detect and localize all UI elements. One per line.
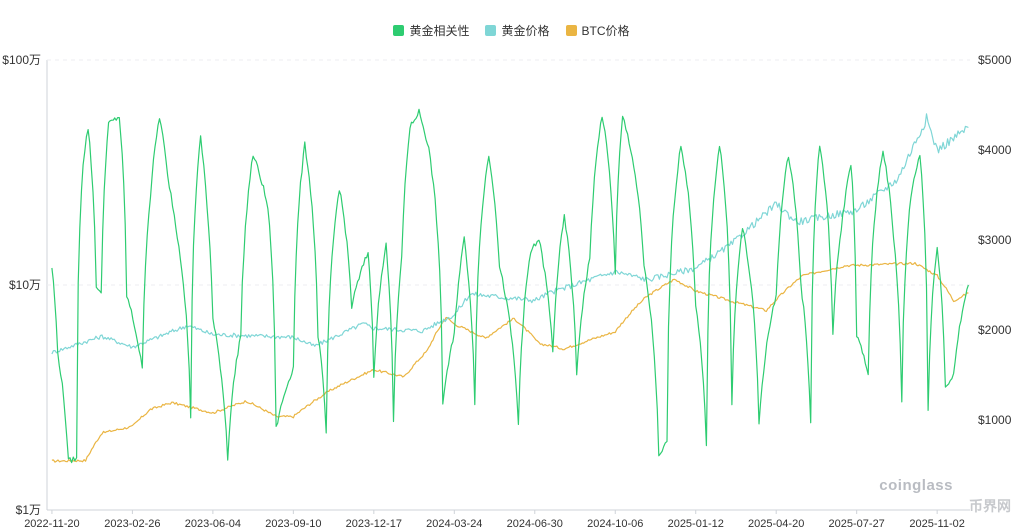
y-right-tick-label: $3000 [978, 233, 1012, 247]
gold-price-series-line [51, 113, 969, 355]
legend-label-btc-price: BTC价格 [581, 24, 630, 38]
y-left-tick-label: $100万 [2, 53, 41, 67]
x-tick-label: 2025-11-02 [909, 518, 964, 530]
y-left-tick-label: $10万 [9, 278, 41, 292]
legend-label-correlation: 黄金相关性 [409, 24, 470, 38]
chart-legend: 黄金相关性 黄金价格 BTC价格 [0, 22, 1023, 39]
x-tick-label: 2023-12-17 [346, 518, 402, 530]
x-tick-label: 2023-06-04 [185, 518, 241, 530]
x-tick-label: 2024-06-30 [507, 518, 563, 530]
legend-swatch-gold-price [485, 25, 497, 36]
y-right-tick-label: $2000 [978, 323, 1012, 337]
btc-price-series-line [51, 261, 969, 463]
x-tick-label: 2022-11-20 [24, 518, 79, 530]
x-tick-label: 2023-09-10 [265, 518, 321, 530]
coinglass-watermark: coinglass [879, 477, 953, 494]
x-tick-label: 2024-10-06 [587, 518, 643, 530]
y-right-tick-label: $4000 [978, 143, 1012, 157]
legend-item-btc-price[interactable]: BTC价格 [565, 22, 630, 39]
y-right-tick-label: $5000 [978, 53, 1012, 67]
legend-swatch-correlation [393, 25, 405, 36]
legend-swatch-btc-price [565, 25, 577, 36]
legend-item-gold-price[interactable]: 黄金价格 [485, 22, 550, 39]
x-tick-label: 2025-01-12 [668, 518, 724, 530]
y-left-tick-label: $1万 [16, 503, 41, 517]
site-watermark: 币界网 [969, 498, 1011, 514]
y-right-tick-label: $1000 [978, 413, 1012, 427]
correlation-series-line [51, 108, 969, 464]
legend-label-gold-price: 黄金价格 [501, 24, 550, 38]
legend-item-correlation[interactable]: 黄金相关性 [393, 22, 469, 39]
x-tick-label: 2025-04-20 [748, 518, 804, 530]
x-tick-label: 2025-07-27 [829, 518, 885, 530]
x-tick-label: 2024-03-24 [426, 518, 482, 530]
x-tick-label: 2023-02-26 [104, 518, 160, 530]
